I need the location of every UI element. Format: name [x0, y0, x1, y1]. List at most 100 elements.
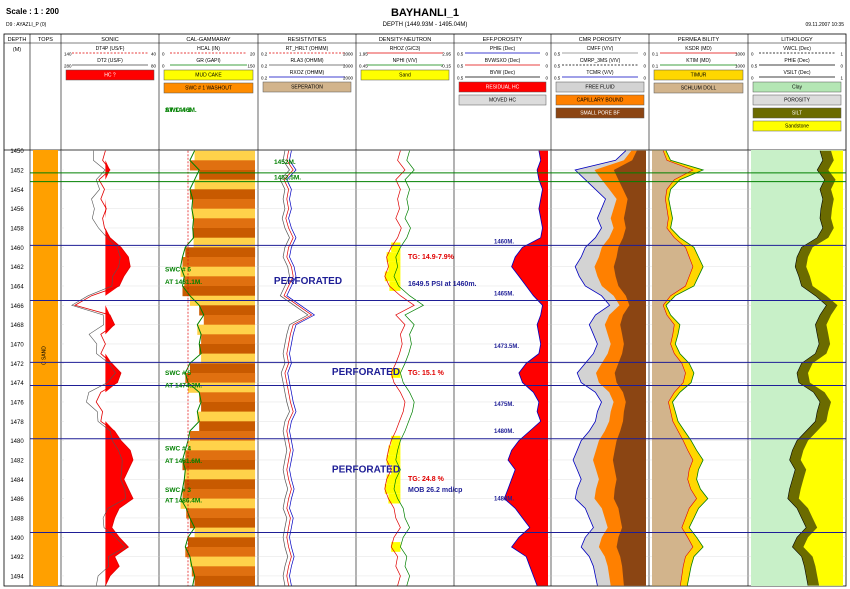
track-title-litho: LITHOLOGY	[781, 37, 813, 43]
depth-tick-label: 1454	[10, 188, 24, 194]
track-title-dens: DENSITY-NEUTRON	[379, 37, 431, 43]
track-title-cmr: CMR POROSITY	[579, 37, 622, 43]
gr-color-fill	[194, 150, 255, 161]
curve-scale-right: 0	[643, 64, 646, 69]
gr-color-fill	[184, 479, 255, 490]
gr-color-fill	[193, 237, 255, 248]
gr-color-fill	[182, 489, 255, 500]
test-annotation: TG: 24.8 %	[408, 476, 445, 483]
track-title-depth: DEPTH	[8, 37, 27, 43]
depth-tick-label: 1492	[10, 555, 24, 561]
track-title-cal_gr: CAL-GAMMARAY	[186, 37, 231, 43]
sand-crossover-fill	[391, 368, 401, 378]
gr-color-fill	[182, 286, 255, 297]
effpor-depth-mark: 1460M.	[494, 239, 514, 245]
gr-color-fill	[192, 199, 255, 210]
tops-zone-bar	[33, 150, 58, 586]
swc-label: SWC # 5	[165, 370, 191, 377]
sand-crossover-fill	[388, 493, 401, 504]
fill-legend-label: Sand	[399, 73, 411, 79]
curve-scale-left: 140	[64, 52, 72, 57]
residual-hc-fill	[504, 150, 548, 586]
curve-scale-right: 0	[545, 52, 548, 57]
sand-crossover-fill	[388, 445, 401, 456]
fill-legend-label: HC ?	[104, 73, 116, 79]
gr-color-fill	[188, 440, 255, 451]
track-curve	[665, 150, 709, 586]
fill-legend-box	[752, 81, 842, 93]
track-title-sonic: SONIC	[101, 37, 118, 43]
effpor-depth-mark: 1480M.	[494, 429, 514, 435]
curve-header-name: BVWSXO (Dec)	[485, 58, 521, 64]
curve-scale-left: 0.1	[652, 52, 659, 57]
fill-legend-label: TIMUR	[691, 73, 707, 79]
test-annotation: 1649.5 PSI at 1460m.	[408, 281, 477, 288]
fill-legend-label: SCHLUM DOLL	[681, 86, 717, 92]
depth-tick-label: 1458	[10, 226, 24, 232]
curve-scale-left: 280	[64, 64, 72, 69]
fill-legend-box	[360, 69, 450, 81]
gr-color-fill	[188, 382, 255, 393]
gr-color-fill	[189, 518, 255, 529]
curve-header-name: PHIE (Dec)	[490, 46, 516, 52]
swc-label: SWC # 6	[165, 266, 191, 273]
fill-legend-box	[555, 94, 645, 106]
curve-scale-left: 0.5	[554, 52, 561, 57]
gr-color-fill	[180, 266, 255, 277]
curve-scale-left: 0.5	[457, 52, 464, 57]
track-title-res: RESISTIVITIES	[288, 37, 327, 43]
fill-legend-box	[653, 69, 744, 81]
test-annotation: TG: 14.9-7.9%	[408, 254, 455, 261]
gr-color-fill	[185, 247, 256, 258]
track-title-perm: PERMEA BILITY	[678, 37, 720, 43]
scale-label: Scale : 1 : 200	[6, 7, 59, 16]
sonic-hc-fill	[105, 150, 133, 586]
depth-range: DEPTH (1449.93M - 1495.04M)	[382, 22, 468, 28]
curve-scale-left: 0.5	[457, 76, 464, 81]
gr-color-fill	[186, 508, 255, 519]
depth-tick-label: 1464	[10, 284, 24, 290]
curve-scale-right: 1	[840, 76, 843, 81]
depth-tick-label: 1462	[10, 265, 24, 271]
fill-legend-label: Clay	[792, 85, 803, 91]
curve-header-name: PHIE (Dec)	[784, 58, 810, 64]
curve-scale-left: 0.2	[261, 64, 268, 69]
depth-tick-label: 1484	[10, 478, 24, 484]
well-title: BAYHANLI_1	[390, 7, 460, 19]
small-pore-fill	[612, 150, 646, 586]
gr-color-fill	[185, 373, 256, 384]
gr-color-fill	[197, 324, 255, 335]
gr-color-fill	[199, 170, 255, 181]
curve-scale-right: 2000	[343, 52, 354, 57]
gr-color-fill	[201, 353, 255, 364]
curve-header-name: NPHI (V/V)	[393, 58, 418, 64]
gr-color-fill	[199, 305, 255, 316]
track-curve	[71, 150, 126, 586]
depth-tick-label: 1490	[10, 536, 24, 542]
curve-scale-right: 0	[643, 76, 646, 81]
depth-tick-label: 1480	[10, 439, 24, 445]
track-curve	[662, 150, 697, 586]
curve-scale-right: 2.95	[442, 52, 451, 57]
swc-label: SWC # 4	[165, 445, 191, 452]
gr-color-fill	[189, 431, 255, 442]
curve-scale-right: 80	[151, 64, 157, 69]
gr-color-fill	[185, 547, 256, 558]
effpor-depth-mark: 1465M.	[494, 292, 514, 298]
depth-tick-label: 1466	[10, 304, 24, 310]
depth-tick-label: 1474	[10, 381, 24, 387]
curve-scale-right: 150	[247, 64, 255, 69]
depth-tick-label: 1472	[10, 362, 24, 368]
curve-scale-right: 40	[151, 52, 157, 57]
curve-header-name: VSILT (Dec)	[783, 70, 810, 76]
fill-legend-label: Sandstone	[785, 124, 809, 130]
effpor-depth-mark: 1488M.	[494, 497, 514, 503]
depth-tick-label: 1468	[10, 323, 24, 329]
depth-mark-label: 1452.5M.	[274, 175, 301, 182]
curve-scale-right: -0.15	[441, 64, 452, 69]
swc-label: AT 1474.2M.	[165, 382, 202, 389]
sonic-baseline	[64, 150, 133, 586]
curve-header-name: VWCL (Dec)	[783, 46, 811, 52]
fill-legend-box	[458, 81, 547, 93]
track-curve	[286, 150, 316, 586]
